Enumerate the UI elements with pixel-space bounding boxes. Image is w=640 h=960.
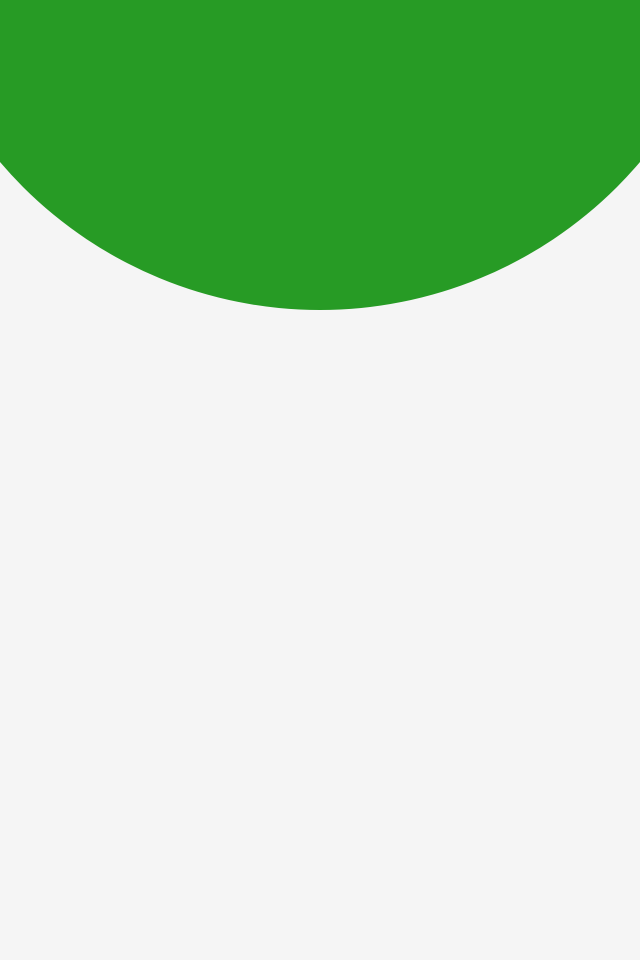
header-background-shape (0, 0, 640, 310)
content-area (0, 310, 640, 960)
